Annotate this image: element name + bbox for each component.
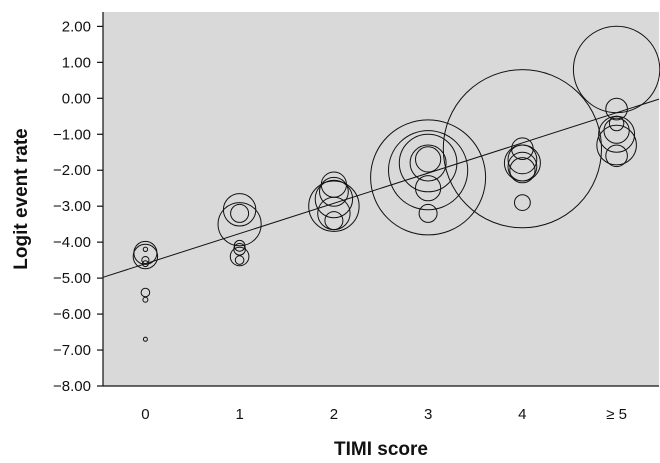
data-point-circle [132, 243, 159, 270]
data-point-circle [507, 151, 538, 182]
x-tick-label: 1 [235, 406, 243, 423]
data-point-circle [229, 246, 250, 267]
plot-area [103, 12, 659, 386]
data-point-circle [605, 144, 628, 168]
data-point-circle [415, 146, 442, 173]
data-point-circle [418, 203, 438, 223]
data-point-circle [370, 119, 487, 236]
y-tick-label: 0.00 [62, 90, 91, 107]
data-point-circle [314, 179, 354, 219]
y-tick-label: −1.00 [53, 126, 91, 143]
x-axis-title: TIMI score [334, 439, 428, 460]
x-tick-label: 3 [424, 406, 432, 423]
y-tick-label: −6.00 [53, 306, 91, 323]
data-point-circle [509, 157, 536, 184]
data-point-circle [415, 175, 442, 202]
y-tick-label: −5.00 [53, 270, 91, 287]
data-point-circle [230, 203, 250, 223]
regression-line [102, 98, 660, 278]
data-point-circle [319, 176, 349, 207]
data-point-circle [217, 202, 262, 247]
x-axis-ticks: 0 1 2 3 4 ≥ 5 [141, 406, 627, 423]
data-point-circle [142, 260, 149, 268]
y-tick-label: 2.00 [62, 18, 91, 35]
data-point-circle [233, 239, 246, 252]
y-tick-label: 1.00 [62, 54, 91, 71]
y-tick-label: −3.00 [53, 198, 91, 215]
data-points [132, 25, 660, 342]
data-point-circle [324, 211, 344, 231]
y-axis-title: Logit event rate [11, 128, 32, 269]
y-tick-label: −7.00 [53, 342, 91, 359]
data-point-circle [514, 194, 531, 212]
y-tick-label: −2.00 [53, 162, 91, 179]
data-point-circle [388, 130, 469, 211]
y-tick-label: −8.00 [53, 378, 91, 395]
x-tick-label: 0 [141, 406, 149, 423]
x-tick-label: 4 [518, 406, 526, 423]
data-point-circle [442, 69, 603, 229]
data-point-circle [142, 296, 149, 303]
y-axis-ticks: 2.00 1.00 0.00 −1.00 −2.00 −3.00 −4.00 −5.00 −6.… [53, 18, 103, 395]
x-tick-label: ≥ 5 [606, 406, 627, 423]
data-point-circle [308, 180, 360, 232]
data-point-circle [596, 124, 637, 166]
x-tick-label: 2 [330, 406, 338, 423]
data-point-circle [142, 246, 149, 253]
data-point-circle [398, 133, 458, 193]
y-tick-label: −4.00 [53, 234, 91, 251]
data-point-circle [598, 115, 636, 153]
data-point-circle [142, 336, 148, 342]
data-point-circle [603, 117, 630, 144]
data-point-circle [234, 255, 245, 265]
data-point-circle [409, 144, 447, 182]
